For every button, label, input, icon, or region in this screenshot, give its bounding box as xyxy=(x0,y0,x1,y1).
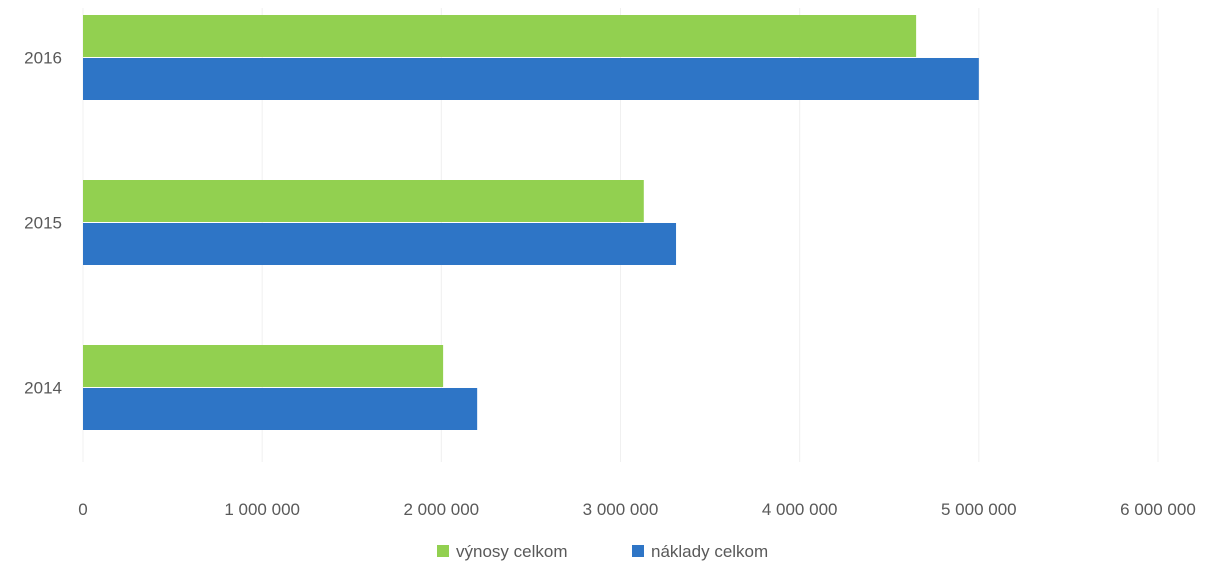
x-axis-labels: 0 1 000 000 2 000 000 3 000 000 4 000 000 5 0… xyxy=(78,500,1196,519)
bar-2016-series-1 xyxy=(83,58,979,100)
legend-label-1: náklady celkom xyxy=(651,542,768,561)
bar-2015-series-1 xyxy=(83,223,677,265)
x-tick-label: 0 xyxy=(78,500,87,519)
x-tick-label: 2 000 000 xyxy=(404,500,480,519)
bars xyxy=(83,15,979,430)
bar-2014-series-0 xyxy=(83,345,444,387)
x-tick-label: 4 000 000 xyxy=(762,500,838,519)
bar-2014-series-1 xyxy=(83,388,478,430)
y-tick-label: 2015 xyxy=(24,214,62,233)
legend-swatch-1 xyxy=(632,545,644,557)
y-axis-labels: 2014 2015 2016 xyxy=(24,49,62,398)
x-tick-label: 6 000 000 xyxy=(1120,500,1196,519)
x-tick-label: 5 000 000 xyxy=(941,500,1017,519)
legend-swatch-0 xyxy=(437,545,449,557)
x-tick-label: 3 000 000 xyxy=(583,500,659,519)
bar-2016-series-0 xyxy=(83,15,917,57)
legend-label-0: výnosy celkom xyxy=(456,542,567,561)
y-tick-label: 2016 xyxy=(24,49,62,68)
legend: výnosy celkom náklady celkom xyxy=(437,542,768,561)
bar-2015-series-0 xyxy=(83,180,644,222)
y-tick-label: 2014 xyxy=(24,379,62,398)
x-tick-label: 1 000 000 xyxy=(224,500,300,519)
